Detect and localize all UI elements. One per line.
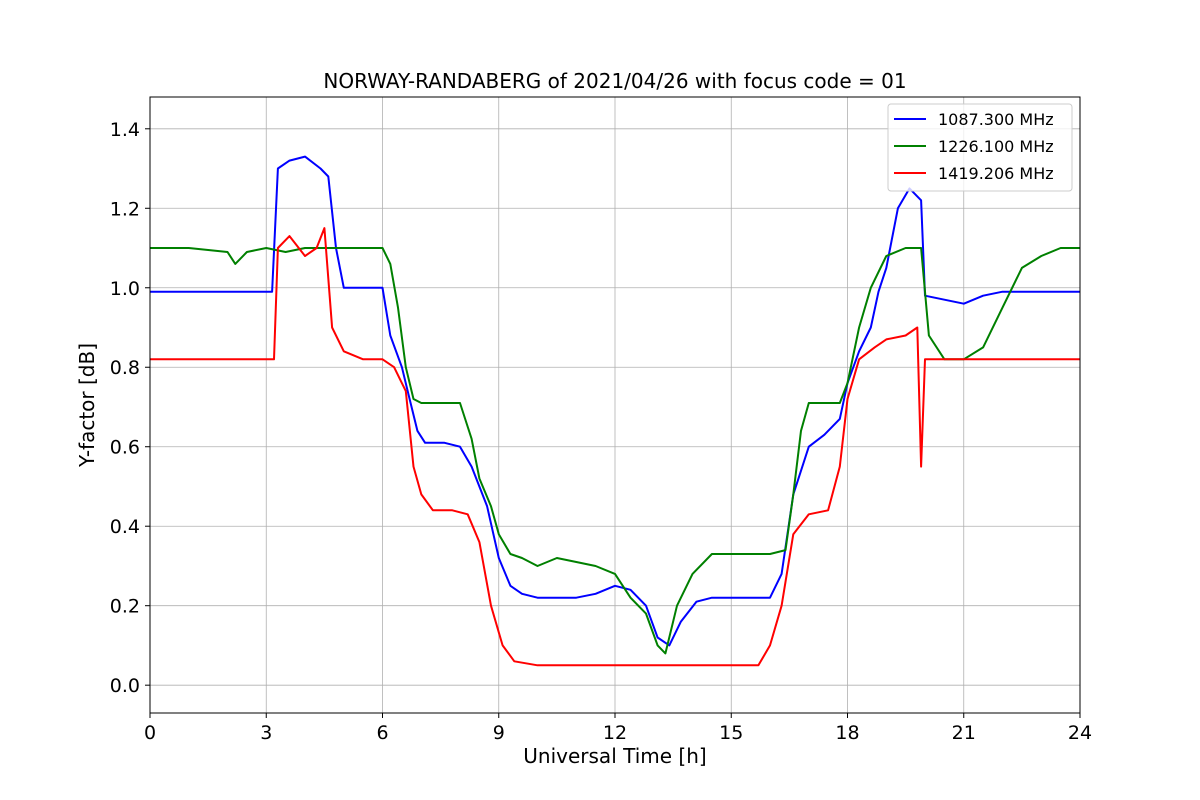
- legend-label: 1419.206 MHz: [938, 164, 1054, 183]
- legend-label: 1226.100 MHz: [938, 137, 1054, 156]
- x-tick-label: 9: [493, 722, 505, 744]
- x-tick-label: 12: [603, 722, 627, 744]
- x-tick-label: 21: [952, 722, 976, 744]
- chart-title: NORWAY-RANDABERG of 2021/04/26 with focu…: [323, 69, 906, 93]
- series-line-2: [150, 247, 1080, 655]
- y-tick-label: 0.6: [110, 437, 140, 459]
- ticks: 0 3 6 9 12 15 18 21 24 0.0 0.2 0.4 0.6 0.8 1.0 1.2 1.4: [110, 119, 1092, 744]
- y-axis-label: Y-factor [dB]: [75, 343, 99, 468]
- series-line-1: [150, 155, 1080, 647]
- x-tick-label: 3: [260, 722, 272, 744]
- y-tick-label: 1.4: [110, 119, 140, 141]
- y-tick-label: 0.4: [110, 516, 140, 538]
- y-tick-label: 1.2: [110, 198, 140, 220]
- y-tick-label: 1.0: [110, 278, 140, 300]
- x-tick-label: 18: [835, 722, 859, 744]
- y-tick-label: 0.8: [110, 357, 140, 379]
- x-tick-label: 6: [376, 722, 388, 744]
- series-layer: [150, 155, 1080, 667]
- x-tick-label: 15: [719, 722, 743, 744]
- series-line-3: [150, 227, 1080, 667]
- x-tick-label: 0: [144, 722, 156, 744]
- y-tick-label: 0.2: [110, 596, 140, 618]
- legend: 1087.300 MHz 1226.100 MHz 1419.206 MHz: [887, 103, 1073, 192]
- y-tick-label: 0.0: [110, 675, 140, 697]
- legend-label: 1087.300 MHz: [938, 110, 1054, 129]
- x-axis-label: Universal Time [h]: [523, 744, 706, 768]
- legend-box: [887, 103, 1073, 192]
- x-tick-label: 24: [1068, 722, 1092, 744]
